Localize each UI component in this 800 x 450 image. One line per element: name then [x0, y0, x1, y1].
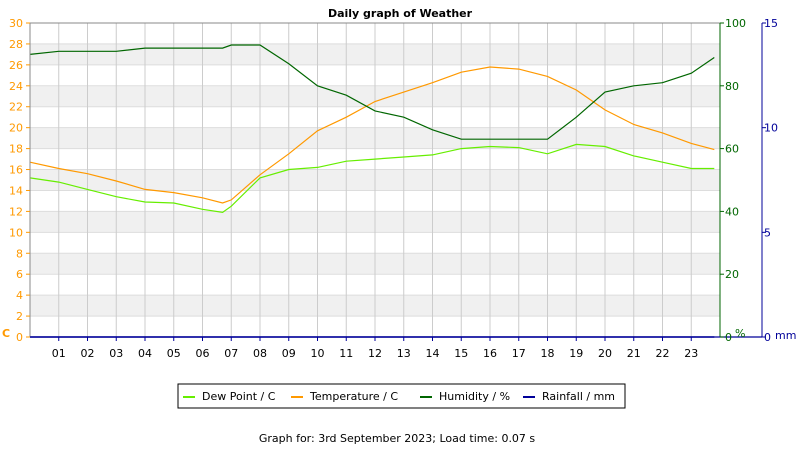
- humidity-axis-tick-label: 40: [725, 205, 739, 218]
- axes: [29, 22, 763, 338]
- x-axis-tick-label: 18: [541, 347, 555, 360]
- x-axis-tick-label: 07: [224, 347, 238, 360]
- rainfall-axis-tick-label: 5: [764, 226, 771, 239]
- x-axis-tick-label: 06: [196, 347, 210, 360]
- humidity-axis-tick-label: 80: [725, 80, 739, 93]
- x-axis-tick-label: 10: [311, 347, 325, 360]
- x-axis-tick-label: 12: [368, 347, 382, 360]
- x-axis-tick-label: 13: [397, 347, 411, 360]
- x-axis-tick-label: 15: [454, 347, 468, 360]
- x-axis-tick-label: 02: [81, 347, 95, 360]
- left-axis-tick-label: 6: [16, 268, 23, 281]
- left-axis-tick-label: 30: [9, 17, 23, 30]
- x-axis-tick-label: 21: [627, 347, 641, 360]
- left-axis-tick-label: 18: [9, 143, 23, 156]
- series-line-humidity: [29, 44, 715, 140]
- legend-label: Temperature / C: [309, 390, 398, 403]
- series-line-temperature: [29, 66, 715, 204]
- legend-label: Rainfall / mm: [542, 390, 615, 403]
- x-axis-tick-label: 14: [426, 347, 440, 360]
- x-axis-tick-label: 03: [109, 347, 123, 360]
- left-axis-tick-label: 22: [9, 101, 23, 114]
- rainfall-axis-tick-label: 10: [764, 122, 778, 135]
- left-axis-tick-label: 8: [16, 247, 23, 260]
- legend-label: Humidity / %: [439, 390, 510, 403]
- x-axis-tick-label: 11: [339, 347, 353, 360]
- x-axis-tick-label: 19: [569, 347, 583, 360]
- x-axis-tick-label: 20: [598, 347, 612, 360]
- chart-title: Daily graph of Weather: [328, 7, 473, 20]
- left-axis-tick-label: 28: [9, 38, 23, 51]
- left-axis-tick-label: 24: [9, 80, 23, 93]
- left-axis-tick-label: 4: [16, 289, 23, 302]
- x-axis-tick-label: 05: [167, 347, 181, 360]
- x-axis-tick-label: 23: [684, 347, 698, 360]
- legend-box: [177, 383, 626, 409]
- left-axis-unit: C: [2, 327, 10, 340]
- left-axis-tick-label: 20: [9, 122, 23, 135]
- humidity-axis-tick-label: 100: [725, 17, 746, 30]
- humidity-axis-unit: %: [735, 327, 745, 340]
- humidity-axis-tick-label: 60: [725, 143, 739, 156]
- x-axis-tick-label: 09: [282, 347, 296, 360]
- series-line-dew-point: [29, 143, 715, 214]
- x-axis-tick-label: 22: [656, 347, 670, 360]
- left-axis-tick-label: 12: [9, 205, 23, 218]
- left-axis-tick-label: 2: [16, 310, 23, 323]
- x-axis-tick-label: 17: [512, 347, 526, 360]
- rainfall-axis-tick-label: 15: [764, 17, 778, 30]
- legend-label: Dew Point / C: [202, 390, 276, 403]
- humidity-axis-tick-label: 0: [725, 331, 732, 344]
- legend: Dew Point / C Temperature / C Humidity / %…: [177, 383, 626, 409]
- x-axis-tick-label: 16: [483, 347, 497, 360]
- left-axis-tick-label: 10: [9, 226, 23, 239]
- left-axis-tick-label: 14: [9, 184, 23, 197]
- x-axis-tick-label: 01: [52, 347, 66, 360]
- x-axis-tick-label: 04: [138, 347, 152, 360]
- humidity-axis-tick-label: 20: [725, 268, 739, 281]
- rainfall-axis-unit: mm: [775, 329, 796, 342]
- left-axis-tick-label: 0: [16, 331, 23, 344]
- x-axis-tick-label: 08: [253, 347, 267, 360]
- left-axis-tick-label: 16: [9, 164, 23, 177]
- footer-status: Graph for: 3rd September 2023; Load time…: [259, 432, 536, 445]
- left-axis-tick-label: 26: [9, 59, 23, 72]
- rainfall-axis-tick-label: 0: [764, 331, 771, 344]
